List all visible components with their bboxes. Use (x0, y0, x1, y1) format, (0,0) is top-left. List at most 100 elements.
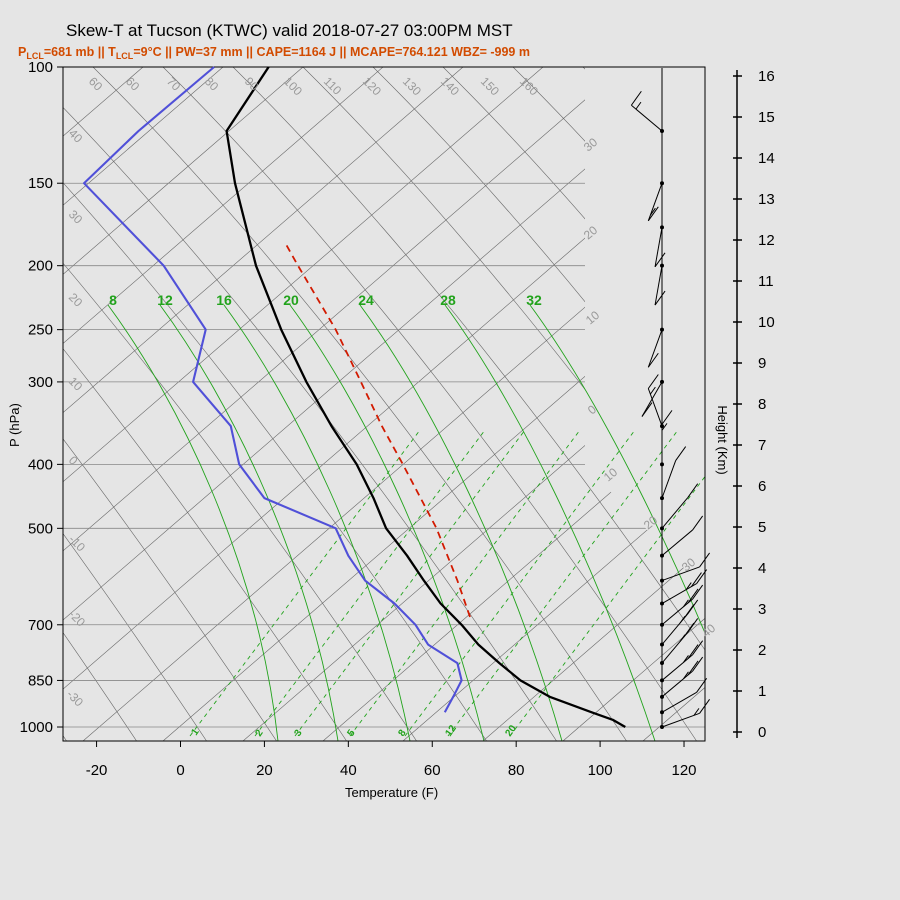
mixing-ratio-label: 12 (157, 292, 173, 308)
mixing-ratio-line (349, 429, 581, 737)
isotherm-line (723, 67, 900, 741)
wind-barb-half (649, 207, 656, 216)
blank-region (585, 67, 705, 590)
isotherm-line (63, 67, 384, 344)
height-tick-label: 0 (758, 724, 766, 741)
isotherm-label: 110 (321, 74, 345, 98)
mixing-ratio-line (294, 429, 526, 737)
mixing-ratio-label: 24 (358, 292, 374, 308)
x-tick-label: 20 (256, 762, 273, 779)
height-tick-label: 14 (758, 150, 775, 167)
wind-barb-flag (696, 569, 708, 584)
wind-barb-flag (687, 660, 699, 676)
plot-inner (63, 67, 900, 741)
wind-barb-half (683, 599, 689, 608)
dewpoint-line (82, 66, 463, 713)
wind-barb-half (683, 671, 689, 680)
wind-barb-half (661, 423, 668, 431)
moist-adiabat-line (359, 304, 563, 741)
mixing-ratio-small-label: 1 (189, 726, 201, 737)
chart-subtitle: PLCL=681 mb || TLCL=9°C || PW=37 mm || C… (18, 45, 530, 61)
x-tick-label: 80 (508, 762, 525, 779)
wind-barb-flag (687, 588, 699, 604)
wind-barb (661, 598, 693, 626)
wind-barb-flag (654, 290, 666, 306)
dry-adiabat-line (63, 182, 487, 741)
wind-barb-flag (692, 515, 704, 531)
wind-barb (661, 566, 700, 582)
dry-adiabat-line (442, 67, 705, 365)
dry-adiabat-line (232, 67, 705, 651)
mixing-ratio-label: 8 (109, 292, 117, 308)
moist-adiabat-line (529, 304, 705, 635)
wind-barb (647, 329, 663, 368)
dry-adiabat-line (63, 533, 207, 741)
y-tick-label: 150 (28, 175, 53, 192)
mixing-ratio-line (404, 429, 636, 737)
isotherm-label: 80 (202, 74, 222, 94)
height-tick-label: 1 (758, 683, 766, 700)
adiabat-label: -20 (66, 607, 88, 629)
isotherm-line (82, 203, 705, 741)
dry-adiabat-line (63, 107, 557, 741)
mixing-ratio-small-label: 20 (503, 723, 519, 739)
height-tick-label: 10 (758, 314, 775, 331)
dry-adiabat-line (63, 262, 417, 741)
moist-adiabat-line (159, 304, 339, 741)
wind-barb-flag (692, 640, 704, 656)
wind-barb-half (635, 101, 642, 110)
height-tick-label: 13 (758, 191, 775, 208)
isotherm-line (482, 548, 705, 741)
height-tick-label: 9 (758, 355, 766, 372)
adiabat-label: 30 (66, 207, 86, 227)
height-tick-label: 7 (758, 437, 766, 454)
height-tick-label: 2 (758, 642, 766, 659)
wind-barb (661, 529, 693, 557)
wind-barb (647, 388, 663, 427)
y-tick-label: 1000 (20, 719, 53, 736)
isotherm-line (63, 67, 544, 483)
isotherm-line (402, 479, 705, 741)
dry-adiabat-line (63, 438, 277, 741)
wind-barb-flag (687, 483, 699, 498)
height-tick-label: 15 (758, 109, 775, 126)
mixing-ratio-small-label: 2 (253, 727, 265, 738)
dry-adiabat-line (92, 67, 627, 741)
moist-adiabat-line (223, 304, 411, 741)
right-isotherm-label: 40 (699, 621, 718, 641)
y-tick-label: 200 (28, 258, 53, 275)
x-axis-label: Temperature (F) (345, 785, 438, 800)
wind-barb (661, 583, 697, 604)
mixing-ratio-label: 20 (283, 292, 299, 308)
wind-barb-flag (630, 90, 642, 106)
moist-adiabat-line (289, 304, 485, 741)
mixing-ratio-label: 28 (440, 292, 456, 308)
dry-adiabat-line (63, 348, 347, 741)
dry-adiabat-line (63, 632, 137, 741)
x-tick-label: 120 (672, 762, 697, 779)
moist-adiabat-line (107, 304, 279, 741)
isotherm-label: 70 (164, 74, 184, 94)
wind-barb-flag (661, 410, 673, 425)
wind-barbs (630, 90, 710, 730)
isotherm-label: 150 (478, 74, 502, 98)
x-tick-label: -20 (86, 762, 108, 779)
isotherm-line (562, 617, 705, 741)
y-tick-label: 500 (28, 520, 53, 537)
isotherm-label: 100 (281, 74, 305, 98)
wind-barb (661, 460, 677, 499)
mixing-ratio-label: 16 (216, 292, 232, 308)
mixing-ratio-small-label: 5 (345, 727, 357, 738)
parcel-line (284, 242, 471, 618)
height-tick-label: 11 (758, 273, 774, 290)
wind-barb-flag (699, 699, 710, 714)
mixing-ratio-label: 32 (526, 292, 542, 308)
x-tick-label: 60 (424, 762, 441, 779)
wind-barb-flag (699, 552, 710, 568)
wind-barb (654, 265, 663, 306)
wind-barb-flag (696, 678, 708, 693)
mixing-ratio-line (189, 429, 421, 737)
y-tick-label: 100 (28, 59, 53, 76)
wind-barb-half (683, 655, 689, 663)
